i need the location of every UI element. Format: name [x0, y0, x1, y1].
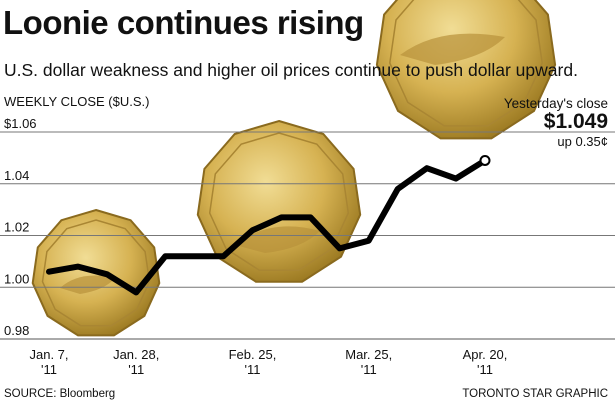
x-tick-label: Mar. 25, — [345, 347, 392, 362]
callout-value: $1.049 — [543, 110, 608, 133]
x-tick-label: '11 — [244, 362, 260, 377]
x-tick-label: '11 — [128, 362, 144, 377]
x-tick-label: '11 — [41, 362, 57, 377]
callout-change: up 0.35¢ — [557, 134, 608, 149]
y-tick-label: 1.02 — [4, 220, 29, 235]
chart-title: Loonie continues rising — [3, 4, 364, 41]
x-tick-label: Jan. 7, — [29, 347, 68, 362]
latest-point-marker — [479, 154, 491, 166]
coin-large-image — [375, 0, 557, 140]
x-tick-label: Jan. 28, — [113, 347, 159, 362]
x-tick-label: '11 — [477, 362, 493, 377]
x-tick-label: '11 — [361, 362, 377, 377]
x-tick-label: Feb. 25, — [229, 347, 277, 362]
series-line — [46, 157, 488, 296]
source-note: SOURCE: Bloomberg — [4, 388, 116, 400]
y-tick-label: 1.00 — [4, 271, 29, 286]
callout-label: Yesterday's close — [503, 96, 608, 111]
y-tick-label: 0.98 — [4, 323, 29, 338]
y-tick-label: 1.04 — [4, 168, 29, 183]
y-axis-ticks: $1.06 1.04 1.02 1.00 0.98 — [4, 116, 37, 338]
graphic-credit: TORONTO STAR GRAPHIC — [462, 388, 608, 400]
chart-subtitle: U.S. dollar weakness and higher oil pric… — [4, 60, 578, 80]
y-tick-label: $1.06 — [4, 116, 37, 131]
x-tick-label: Apr. 20, — [463, 347, 508, 362]
y-axis-label: WEEKLY CLOSE ($U.S.) — [4, 94, 150, 109]
